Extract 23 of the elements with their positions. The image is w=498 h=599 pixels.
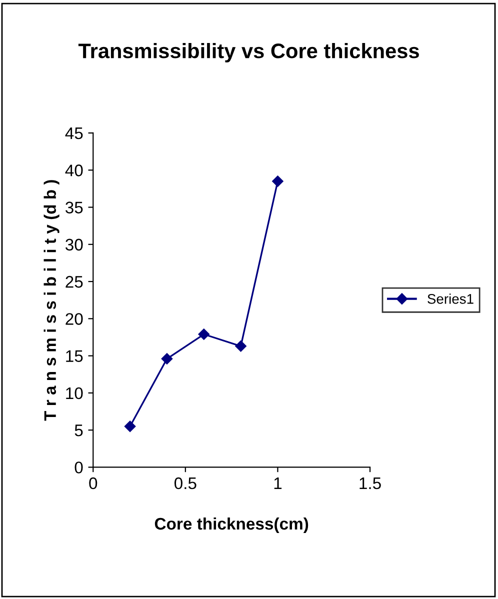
x-axis-title: Core thickness(cm) [154, 517, 308, 534]
point [161, 353, 173, 364]
y-tick-label: 45 [65, 128, 83, 140]
y-axis-title: T r a n s m i s s i b i l i t y (d b ) [44, 180, 60, 421]
y-tick-label: 30 [66, 238, 83, 251]
x-tick-label: 0.5 [174, 477, 196, 490]
point [235, 340, 246, 352]
x-tick-label: 0 [89, 477, 98, 490]
y-tick-label: 5 [74, 424, 83, 436]
chart-title: Transmissibility vs Core thickness [78, 43, 419, 62]
y-tick-label: 15 [66, 350, 83, 362]
y-tick-label: 0 [74, 462, 83, 474]
point [272, 176, 284, 187]
y-tick-label: 40 [65, 164, 83, 176]
y-tick-label: 35 [66, 202, 83, 214]
y-tick-label: 25 [66, 276, 83, 288]
x-tick-label: 1 [274, 478, 282, 490]
legend-label: Series1 [428, 294, 474, 304]
y-tick-label: 10 [66, 387, 83, 400]
x-tick-label: 1.5 [360, 478, 381, 490]
y-tick-label: 20 [66, 313, 83, 325]
point [124, 420, 136, 432]
point [198, 328, 210, 340]
